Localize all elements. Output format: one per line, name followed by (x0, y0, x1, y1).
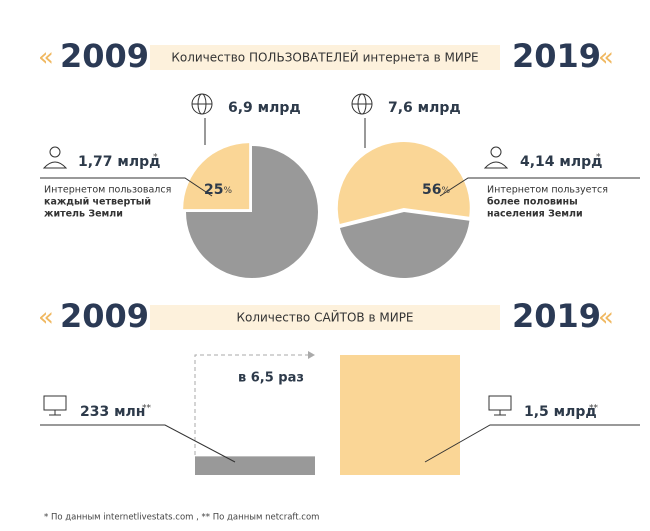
year: 2009 (60, 37, 149, 75)
caption: более половины (487, 197, 578, 208)
quote: « (38, 303, 54, 333)
pie-slice (337, 142, 470, 224)
share: 25 (204, 182, 223, 198)
monitor-icons (43, 395, 512, 416)
banner-title: Количество САЙТОВ в МИРЕ (236, 310, 413, 325)
pies (183, 142, 470, 278)
note: ** (142, 404, 152, 414)
site-count: 1,5 млрд (524, 404, 597, 420)
globe-icons (191, 93, 373, 148)
caption: Интернетом пользовался (44, 185, 171, 196)
caption: населения Земли (487, 209, 583, 220)
year: 2019 (512, 37, 601, 75)
users-count: 1,77 млрд (78, 154, 160, 170)
leader-line (424, 424, 640, 463)
leader-line (40, 177, 213, 197)
quote: « (598, 303, 614, 333)
ratio: в 6,5 раз (238, 371, 304, 386)
growth-arrow (194, 351, 315, 455)
caption: Интернетом пользуется (487, 185, 608, 196)
users-header: « 2009 Количество ПОЛЬЗОВАТЕЛЕЙ интернет… (38, 37, 614, 75)
banner (150, 45, 500, 70)
footnote: * По данным internetlivestats.com , ** П… (44, 513, 319, 523)
bar (340, 355, 460, 475)
quote: « (38, 43, 54, 73)
pie-rest (186, 146, 318, 278)
year: 2019 (512, 297, 601, 335)
population: 6,9 млрд (228, 100, 301, 116)
share-label: 56% (422, 182, 450, 198)
caption: житель Земли (44, 209, 123, 220)
site-count: 233 млн (80, 404, 145, 420)
note: * (596, 153, 601, 163)
note: ** (589, 404, 599, 414)
quote: « (598, 43, 614, 73)
leader-line (439, 177, 640, 197)
bars (195, 355, 460, 475)
pie-slice (183, 143, 250, 210)
banner (150, 305, 500, 330)
caption: каждый четвертый (44, 197, 151, 208)
bar (195, 456, 315, 475)
leader-line (40, 424, 236, 463)
year: 2009 (60, 297, 149, 335)
share: 56 (422, 182, 441, 198)
banner-title: Количество ПОЛЬЗОВАТЕЛЕЙ интернета в МИР… (171, 50, 478, 65)
population: 7,6 млрд (388, 100, 461, 116)
share-label: 25% (204, 182, 232, 198)
unit: % (223, 186, 232, 196)
pie-rest (339, 212, 470, 278)
unit: % (441, 186, 450, 196)
sites-header: « 2009 Количество САЙТОВ в МИРЕ 2019 « (38, 297, 614, 335)
users-count: 4,14 млрд (520, 154, 602, 170)
user-icons (42, 146, 509, 169)
note: * (153, 153, 158, 163)
